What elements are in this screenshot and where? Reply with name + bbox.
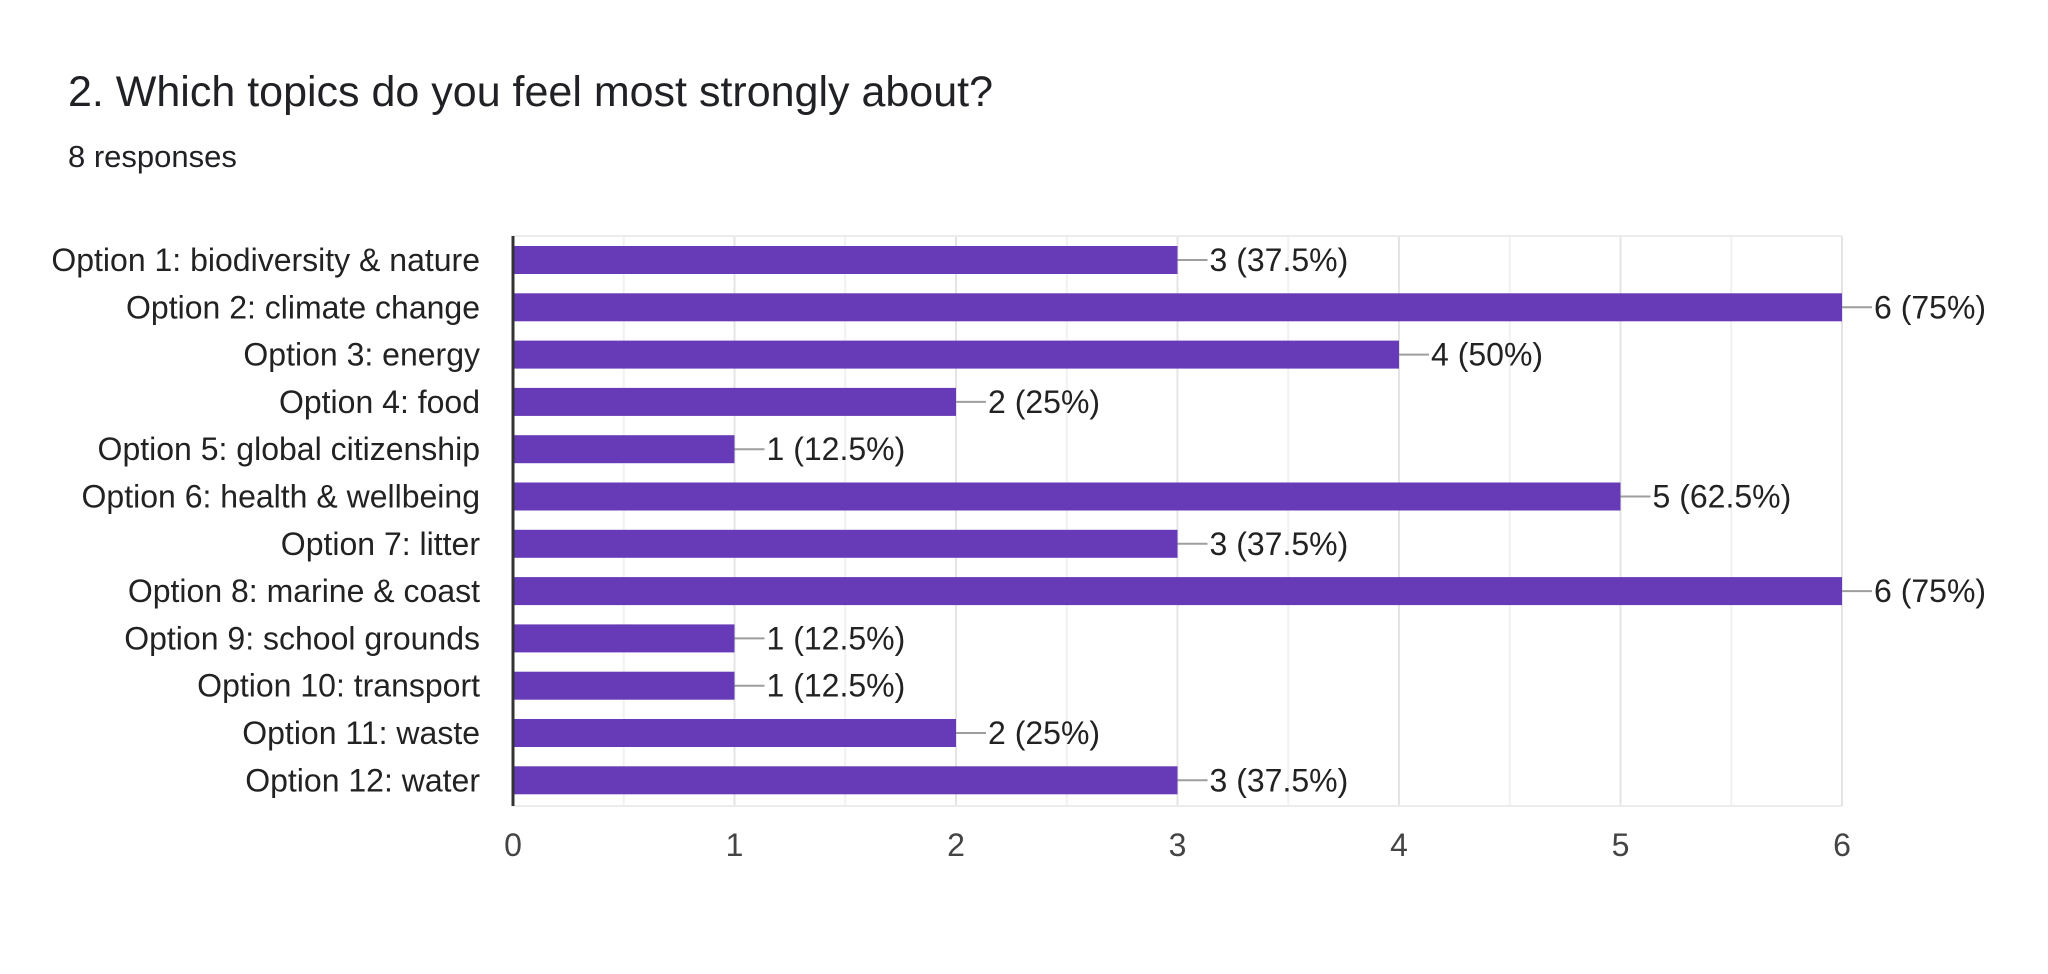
x-tick-label: 1	[726, 827, 744, 863]
x-tick-label: 5	[1612, 827, 1630, 863]
category-label: Option 6: health & wellbeing	[82, 479, 480, 515]
category-label: Option 12: water	[245, 762, 480, 798]
bar[interactable]	[513, 577, 1842, 606]
category-label: Option 3: energy	[243, 337, 480, 373]
bar[interactable]	[513, 246, 1178, 274]
category-label: Option 10: transport	[197, 668, 480, 704]
x-tick-label: 2	[947, 827, 965, 863]
bar[interactable]	[513, 719, 956, 747]
value-label: 1 (12.5%)	[767, 620, 906, 656]
bar[interactable]	[513, 340, 1399, 369]
x-tick-label: 6	[1833, 827, 1851, 863]
value-label: 1 (12.5%)	[767, 668, 906, 704]
category-label: Option 2: climate change	[126, 289, 480, 325]
category-label: Option 8: marine & coast	[128, 573, 480, 609]
category-label: Option 5: global citizenship	[98, 431, 480, 467]
value-label: 2 (25%)	[988, 715, 1100, 751]
value-label: 6 (75%)	[1874, 573, 1986, 609]
x-tick-label: 0	[504, 827, 522, 863]
value-label: 3 (37.5%)	[1210, 242, 1349, 278]
bar[interactable]	[513, 293, 1842, 322]
question-title: 2. Which topics do you feel most strongl…	[68, 68, 993, 116]
bar[interactable]	[513, 624, 735, 653]
category-label: Option 9: school grounds	[124, 620, 480, 656]
bar[interactable]	[513, 482, 1621, 511]
value-label: 1 (12.5%)	[767, 431, 906, 467]
category-label: Option 1: biodiversity & nature	[51, 242, 480, 278]
value-label: 2 (25%)	[988, 384, 1100, 420]
bar[interactable]	[513, 435, 735, 464]
bar[interactable]	[513, 671, 735, 700]
value-label: 3 (37.5%)	[1210, 526, 1349, 562]
category-label: Option 11: waste	[242, 715, 480, 751]
bar[interactable]	[513, 766, 1178, 795]
category-label: Option 7: litter	[281, 526, 481, 562]
value-label: 5 (62.5%)	[1653, 479, 1792, 515]
response-count: 8 responses	[68, 139, 237, 174]
bar[interactable]	[513, 387, 956, 416]
category-label: Option 4: food	[279, 384, 480, 420]
x-tick-label: 3	[1169, 827, 1187, 863]
bar[interactable]	[513, 529, 1178, 558]
value-label: 6 (75%)	[1874, 289, 1986, 325]
value-label: 4 (50%)	[1431, 337, 1543, 373]
x-tick-label: 4	[1390, 827, 1408, 863]
value-label: 3 (37.5%)	[1210, 762, 1349, 798]
